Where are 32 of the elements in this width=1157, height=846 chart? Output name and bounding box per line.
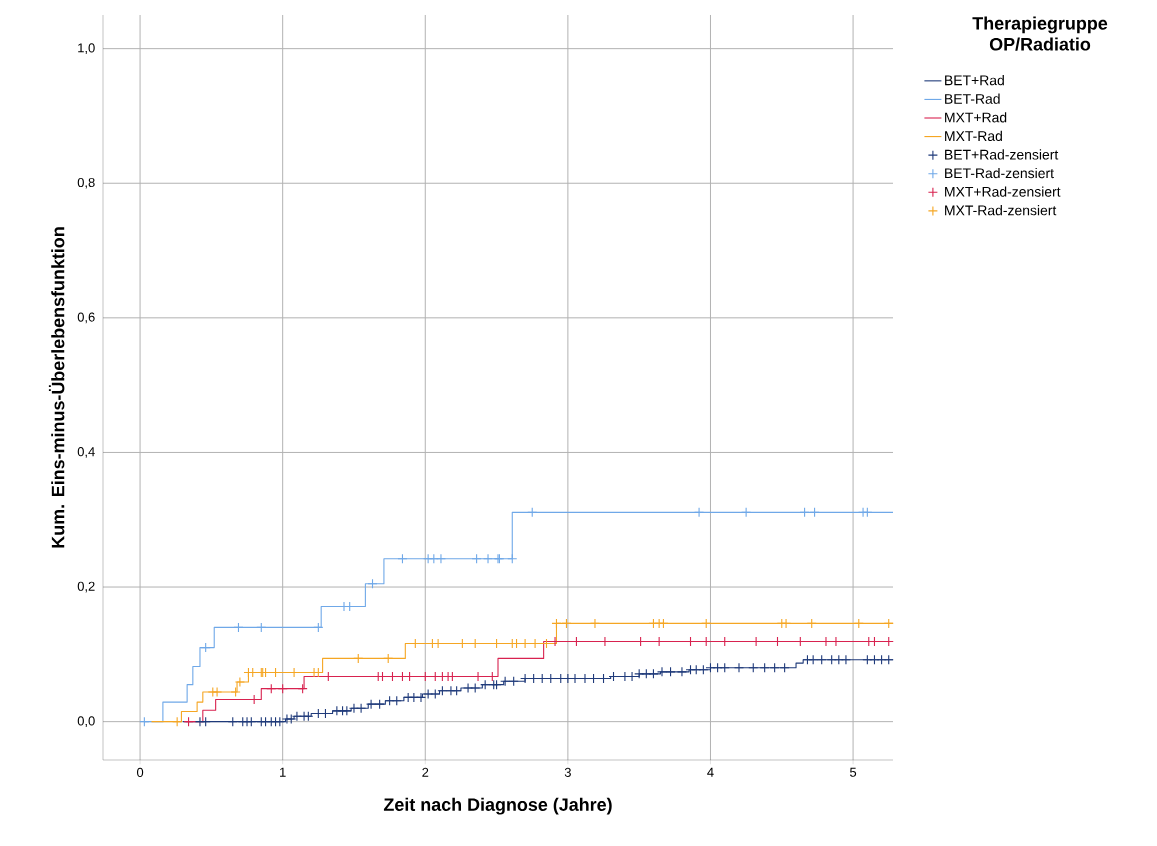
x-tick-label: 2 xyxy=(422,767,429,777)
x-tick-label: 3 xyxy=(564,767,571,777)
x-axis-title: Zeit nach Diagnose (Jahre) xyxy=(383,797,612,815)
legend-label: BET+Rad-zensiert xyxy=(945,149,1059,160)
y-axis-title: Kum. Eins-minus-Überlebensfunktion xyxy=(48,227,65,548)
y-tick-label: 1,0 xyxy=(78,43,95,54)
point xyxy=(230,686,241,698)
legend-label: MXT+Rad-zensiert xyxy=(945,186,1061,197)
y-tick-label: 0,0 xyxy=(77,716,95,727)
x-tick-label: 0 xyxy=(136,767,144,777)
legend-label: MXT+Rad xyxy=(945,112,1007,123)
legend-label: BET+Rad xyxy=(945,75,1004,86)
y-tick-label: 0,2 xyxy=(77,581,95,593)
x-tick-label: 1 xyxy=(280,767,286,777)
point xyxy=(435,553,447,564)
y-tick-label: 0,4 xyxy=(77,447,95,458)
point xyxy=(212,686,223,698)
x-tick-label: 5 xyxy=(849,767,857,777)
x-tick-label: 4 xyxy=(707,767,714,777)
y-tick-label: 0,6 xyxy=(77,312,95,324)
y-tick-label: 0,8 xyxy=(77,177,95,189)
point xyxy=(781,618,792,629)
legend-label: BET-Rad xyxy=(945,93,1000,104)
point xyxy=(482,553,494,564)
legend-label: MXT-Rad xyxy=(945,130,1002,142)
point xyxy=(234,676,245,687)
legend-title: Therapiegruppe OP/Radiatio xyxy=(972,16,1108,51)
point xyxy=(694,507,705,518)
legend-label: MXT-Rad-zensiert xyxy=(945,205,1057,216)
legend-label: BET-Rad-zensiert xyxy=(945,167,1054,179)
point xyxy=(589,618,601,629)
point xyxy=(741,507,752,518)
